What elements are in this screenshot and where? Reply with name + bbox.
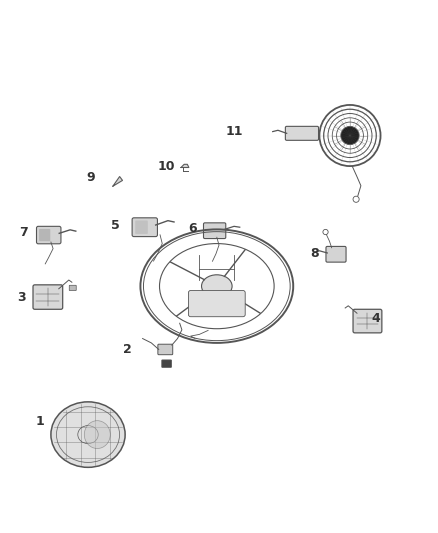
Ellipse shape bbox=[201, 275, 232, 297]
FancyBboxPatch shape bbox=[353, 309, 382, 333]
FancyBboxPatch shape bbox=[286, 126, 318, 140]
Text: 6: 6 bbox=[188, 222, 197, 235]
FancyBboxPatch shape bbox=[326, 246, 346, 262]
Text: 4: 4 bbox=[372, 312, 381, 325]
Text: 1: 1 bbox=[35, 415, 44, 428]
FancyBboxPatch shape bbox=[158, 344, 173, 354]
FancyBboxPatch shape bbox=[132, 218, 157, 237]
Text: 10: 10 bbox=[158, 159, 175, 173]
FancyBboxPatch shape bbox=[69, 285, 76, 290]
Ellipse shape bbox=[84, 421, 110, 448]
FancyBboxPatch shape bbox=[204, 223, 226, 239]
Text: 2: 2 bbox=[123, 343, 132, 356]
Circle shape bbox=[341, 126, 359, 144]
FancyBboxPatch shape bbox=[188, 290, 245, 317]
Text: 7: 7 bbox=[19, 227, 28, 239]
FancyBboxPatch shape bbox=[36, 227, 61, 244]
FancyBboxPatch shape bbox=[33, 285, 63, 309]
Text: 3: 3 bbox=[18, 290, 26, 304]
Polygon shape bbox=[181, 164, 189, 167]
Text: 11: 11 bbox=[226, 125, 243, 138]
FancyBboxPatch shape bbox=[39, 229, 50, 241]
Text: 5: 5 bbox=[111, 219, 120, 231]
Text: 9: 9 bbox=[87, 172, 95, 184]
FancyBboxPatch shape bbox=[162, 360, 171, 367]
Polygon shape bbox=[113, 176, 123, 186]
Text: 8: 8 bbox=[310, 247, 318, 260]
FancyBboxPatch shape bbox=[135, 221, 148, 234]
Ellipse shape bbox=[51, 402, 125, 467]
